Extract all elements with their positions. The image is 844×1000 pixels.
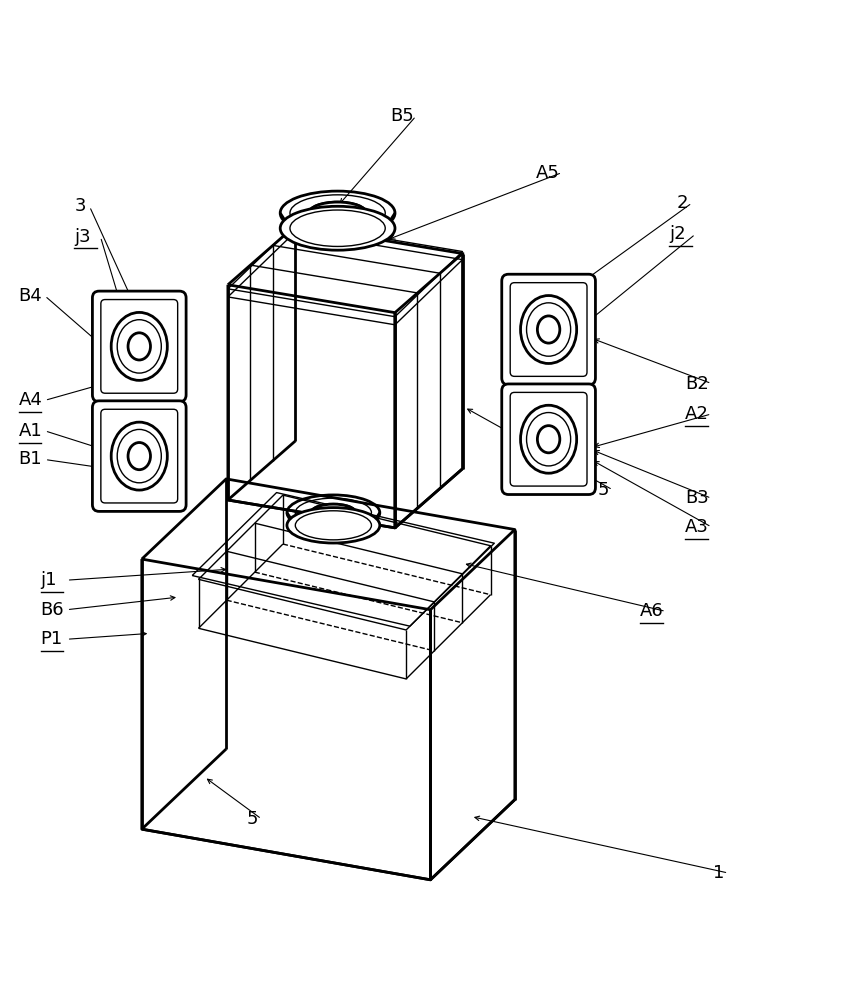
Text: j3: j3 — [74, 228, 91, 246]
FancyBboxPatch shape — [501, 384, 595, 495]
FancyBboxPatch shape — [93, 401, 187, 511]
Ellipse shape — [309, 202, 366, 224]
Text: B3: B3 — [685, 489, 709, 507]
Text: 5: 5 — [598, 481, 609, 499]
Text: B2: B2 — [685, 375, 709, 393]
Ellipse shape — [280, 206, 395, 250]
Text: B5: B5 — [390, 107, 414, 125]
Text: A4: A4 — [19, 391, 42, 409]
Text: 5: 5 — [246, 810, 258, 828]
Text: B6: B6 — [41, 601, 64, 619]
FancyBboxPatch shape — [501, 274, 595, 385]
Text: B1: B1 — [19, 450, 42, 468]
Text: j1: j1 — [41, 571, 57, 589]
Ellipse shape — [538, 426, 560, 453]
Ellipse shape — [538, 316, 560, 343]
Text: A1: A1 — [19, 422, 42, 440]
Text: P1: P1 — [41, 630, 62, 648]
Ellipse shape — [128, 333, 150, 360]
Text: A6: A6 — [640, 602, 663, 620]
Ellipse shape — [128, 443, 150, 470]
Ellipse shape — [287, 508, 380, 543]
Text: A2: A2 — [685, 405, 709, 423]
Text: A3: A3 — [685, 518, 709, 536]
Text: 1: 1 — [713, 864, 724, 882]
FancyBboxPatch shape — [93, 291, 187, 402]
Text: A5: A5 — [536, 164, 560, 182]
Text: B4: B4 — [19, 287, 42, 305]
Ellipse shape — [311, 504, 355, 521]
Text: 2: 2 — [677, 194, 689, 212]
Text: j2: j2 — [669, 225, 686, 243]
Text: 3: 3 — [74, 197, 86, 215]
